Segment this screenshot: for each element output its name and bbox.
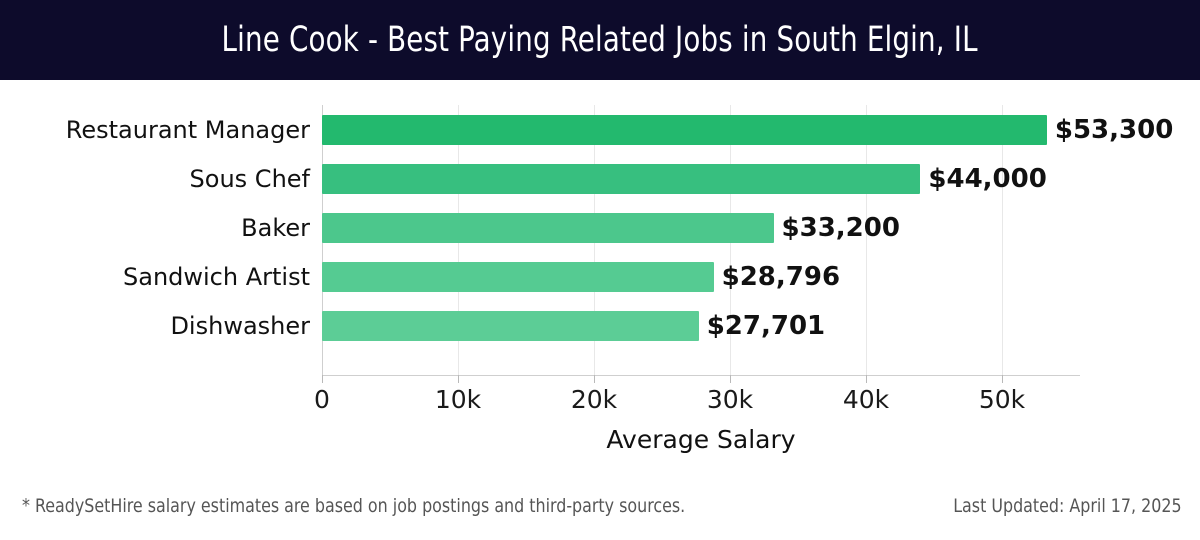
page-title: Line Cook - Best Paying Related Jobs in … [221,20,979,60]
bar-value-label: $44,000 [928,164,1047,194]
x-axis-tick-label: 10k [434,385,482,414]
category-label: Baker [241,214,310,242]
gridline [866,105,867,375]
bar-row: Baker $33,200 [0,213,1200,243]
gridline [1002,105,1003,375]
footer-disclaimer: * ReadySetHire salary estimates are base… [22,495,686,517]
chart-footer: * ReadySetHire salary estimates are base… [0,495,1200,540]
bar-value-label: $33,200 [781,213,900,243]
bar[interactable] [322,311,699,341]
x-axis-tick [594,375,595,383]
chart-plot-area: 0 10k 20k 30k 40k 50k Restaurant Manager $53,3… [0,80,1200,470]
bar-row: Sandwich Artist $28,796 [0,262,1200,292]
x-axis-line [322,375,1080,376]
bar-row: Restaurant Manager $53,300 [0,115,1200,145]
bar[interactable] [322,213,774,243]
x-axis-tick-label: 40k [842,385,890,414]
category-label: Sous Chef [189,165,310,193]
chart-header: Line Cook - Best Paying Related Jobs in … [0,0,1200,80]
category-label: Restaurant Manager [65,116,310,144]
bar-value-label: $27,701 [706,311,826,341]
x-axis-tick-label: 50k [978,385,1026,414]
x-axis-tick [458,375,459,383]
footer-last-updated: Last Updated: April 17, 2025 [953,495,1182,517]
bar-row: Sous Chef $44,000 [0,164,1200,194]
bar-value-label: $28,796 [721,262,841,292]
category-label: Sandwich Artist [123,263,310,291]
x-axis-tick [1002,375,1003,383]
x-axis-tick [322,375,323,383]
x-axis-tick-label: 30k [706,385,754,414]
x-axis-tick-label: 0 [314,385,330,414]
category-label: Dishwasher [170,312,310,340]
x-axis-tick [866,375,867,383]
bar[interactable] [322,262,714,292]
bar-row: Dishwasher $27,701 [0,311,1200,341]
bar[interactable] [322,115,1047,145]
bar-value-label: $53,300 [1054,115,1174,145]
x-axis-tick [730,375,731,383]
x-axis-title: Average Salary [606,425,796,454]
x-axis-tick-label: 20k [570,385,618,414]
bar[interactable] [322,164,921,194]
